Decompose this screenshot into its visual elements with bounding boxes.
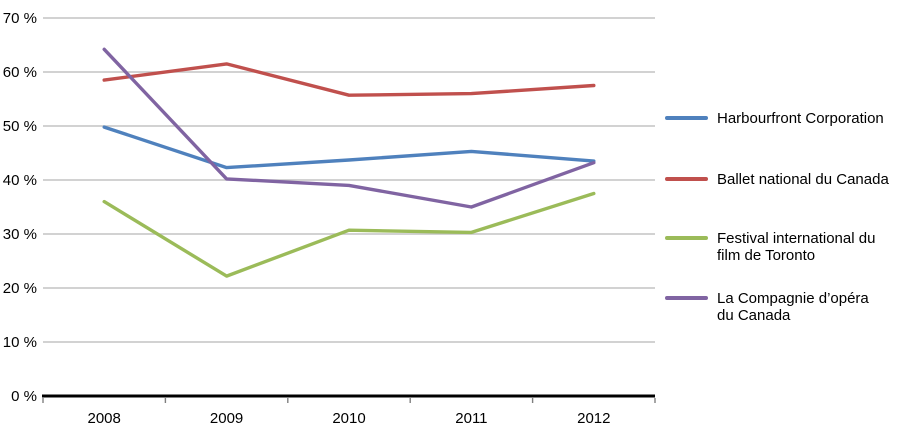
svg-text:50 %: 50 % bbox=[3, 118, 37, 135]
legend-label: Harbourfront Corporation bbox=[717, 110, 884, 127]
svg-text:2011: 2011 bbox=[455, 410, 487, 427]
legend-swatch bbox=[665, 177, 708, 181]
legend-label-line: Ballet national du Canada bbox=[717, 171, 889, 188]
svg-text:70 %: 70 % bbox=[3, 10, 37, 27]
legend-label-line: Harbourfront Corporation bbox=[717, 110, 884, 127]
legend-label-line: Festival international du bbox=[717, 230, 876, 247]
svg-text:40 %: 40 % bbox=[3, 172, 37, 189]
legend-swatch bbox=[665, 296, 708, 300]
legend-label: Ballet national du Canada bbox=[717, 171, 889, 188]
svg-text:2010: 2010 bbox=[332, 410, 365, 427]
legend-label: Festival international du film de Toront… bbox=[717, 230, 875, 264]
svg-text:2012: 2012 bbox=[577, 410, 610, 427]
legend-label-line: film de Toronto bbox=[717, 247, 816, 264]
legend-swatch bbox=[665, 116, 708, 120]
plot-area: 0 % 10 % 20 % 30 % 40 % 50 % 60 % 70 % 2008 2009 2… bbox=[3, 10, 656, 427]
svg-text:2008: 2008 bbox=[88, 410, 121, 427]
legend-swatch bbox=[665, 236, 708, 240]
svg-text:10 %: 10 % bbox=[3, 334, 37, 351]
legend-label-line: La Compagnie d’opéra bbox=[717, 290, 869, 307]
legend-label-line: du Canada bbox=[717, 307, 791, 324]
legend-item-ballet-national: Ballet national du Canada bbox=[665, 171, 889, 188]
svg-text:2009: 2009 bbox=[210, 410, 243, 427]
legend-item-compagnie-opera: La Compagnie d’opéra du Canada bbox=[665, 290, 869, 324]
svg-text:60 %: 60 % bbox=[3, 64, 37, 81]
legend-label: La Compagnie d’opéra du Canada bbox=[717, 290, 869, 324]
svg-text:20 %: 20 % bbox=[3, 280, 37, 297]
legend-item-festival-film-toronto: Festival international du film de Toront… bbox=[665, 230, 875, 264]
svg-text:30 %: 30 % bbox=[3, 226, 37, 243]
legend-item-harbourfront: Harbourfront Corporation bbox=[665, 110, 884, 127]
svg-text:0 %: 0 % bbox=[11, 388, 37, 405]
chart-legend: Harbourfront Corporation Ballet national… bbox=[665, 0, 897, 434]
